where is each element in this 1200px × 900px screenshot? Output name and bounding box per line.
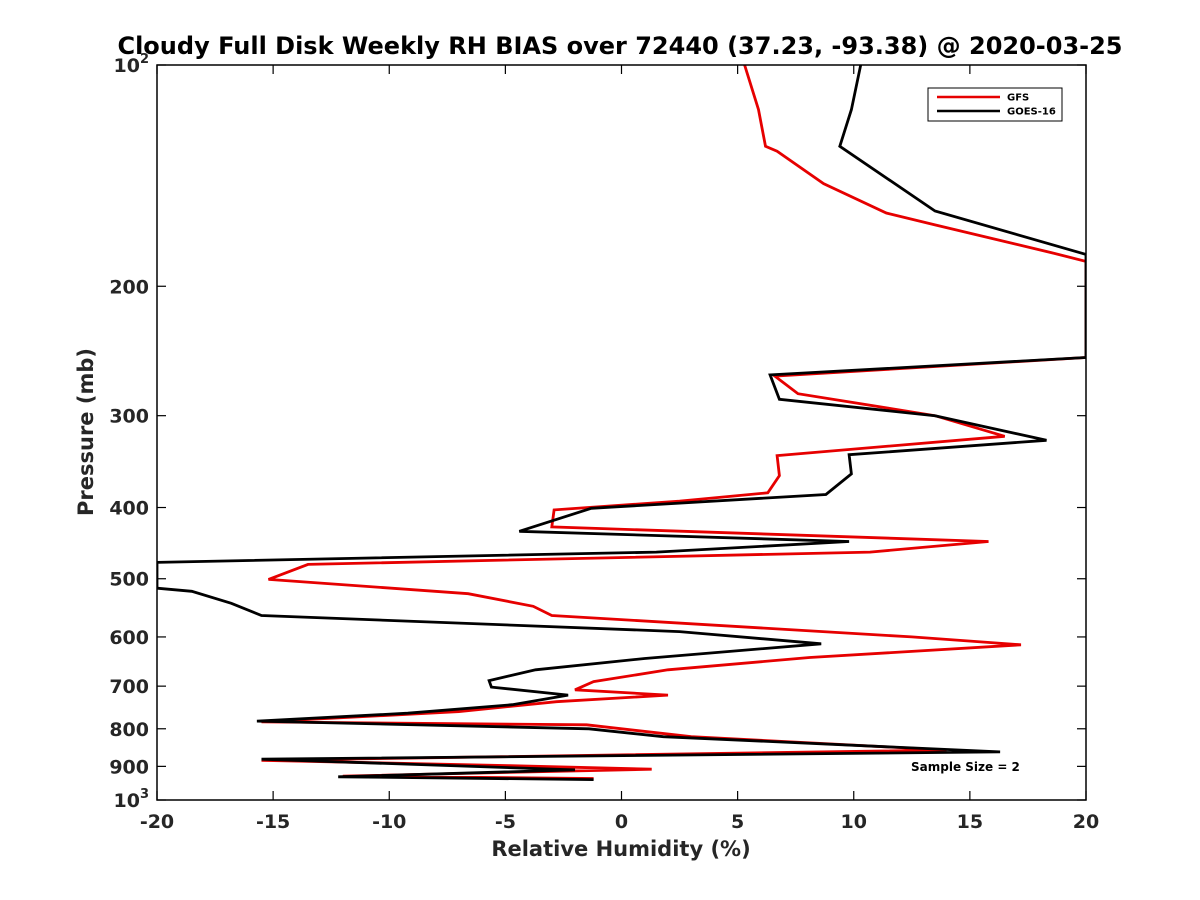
legend: GFS GOES-16 xyxy=(927,87,1063,122)
x-tick-label: 5 xyxy=(731,811,744,833)
series-layer xyxy=(157,65,1086,781)
x-tick-label: -5 xyxy=(495,811,516,833)
y-tick-label: 800 xyxy=(109,719,149,741)
y-tick-label: 300 xyxy=(109,406,149,428)
series-line-gfs xyxy=(261,65,1086,780)
legend-label-goes16: GOES-16 xyxy=(1007,107,1056,118)
y-tick-label: 102 xyxy=(114,52,150,77)
legend-label-gfs: GFS xyxy=(1007,93,1029,104)
y-tick-label: 400 xyxy=(109,498,149,520)
y-axis-label: Pressure (mb) xyxy=(74,348,98,516)
sample-size-annotation: Sample Size = 2 xyxy=(911,760,1020,774)
x-tick-label: -15 xyxy=(256,811,290,833)
x-tick-label: 20 xyxy=(1073,811,1099,833)
series-line-goes-16 xyxy=(157,65,1086,781)
y-tick-label: 700 xyxy=(109,676,149,698)
y-tick-label: 600 xyxy=(109,627,149,649)
legend-box xyxy=(927,87,1063,122)
x-tick-label: -20 xyxy=(140,811,174,833)
y-tick-label: 103 xyxy=(114,787,150,812)
x-tick-label: 15 xyxy=(957,811,983,833)
x-tick-label: -10 xyxy=(372,811,406,833)
x-axis-ticks: -20 -15 -10 -5 0 5 10 15 20 xyxy=(140,65,1099,833)
y-tick-label: 900 xyxy=(109,756,149,778)
x-axis-label: Relative Humidity (%) xyxy=(491,837,750,861)
y-axis-ticks: 102 200 300 400 500 600 700 800 900 103 xyxy=(109,52,1086,812)
y-tick-label: 500 xyxy=(109,569,149,591)
chart-title: Cloudy Full Disk Weekly RH BIAS over 724… xyxy=(117,32,1122,60)
x-tick-label: 0 xyxy=(615,811,628,833)
x-tick-label: 10 xyxy=(841,811,867,833)
plot-frame xyxy=(156,64,1087,801)
y-tick-label: 200 xyxy=(109,276,149,298)
